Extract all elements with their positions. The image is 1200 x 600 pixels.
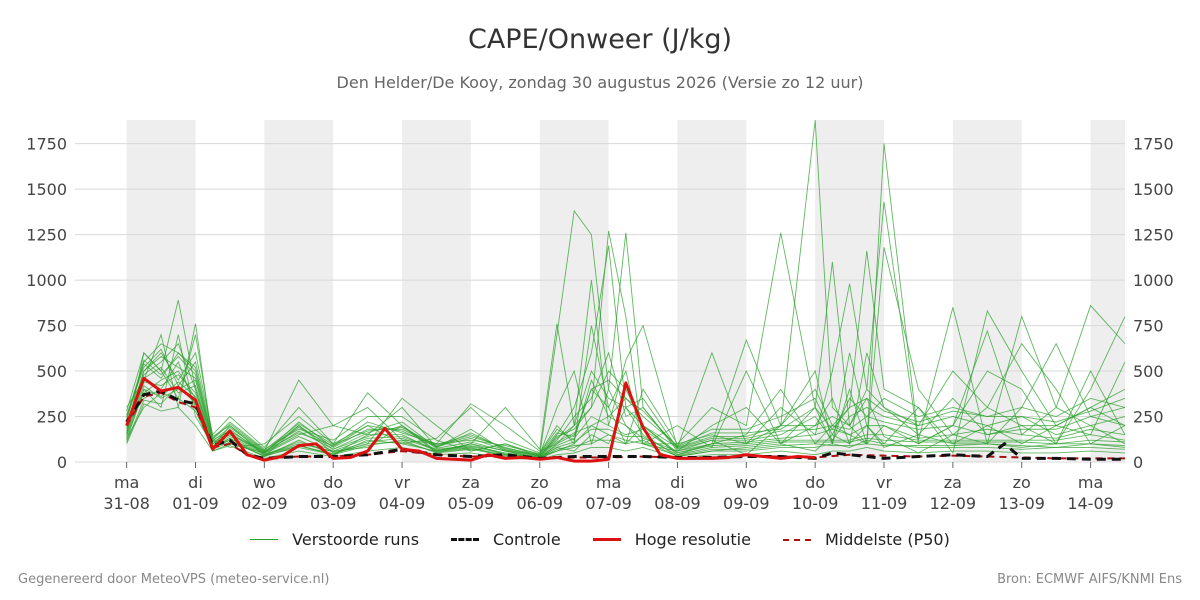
footer-generated-by: Gegenereerd door MeteoVPS (meteo-service… — [18, 572, 330, 587]
y-tick-label-right: 1500 — [1133, 180, 1174, 199]
y-tick-label-right: 250 — [1133, 408, 1164, 427]
legend-swatch-median — [782, 538, 811, 541]
x-tick-day: zo — [1013, 473, 1031, 492]
night-band — [402, 120, 471, 462]
y-tick-label-right: 1250 — [1133, 226, 1174, 245]
x-tick-date: 14-09 — [1067, 494, 1114, 513]
control-line — [125, 389, 1125, 461]
x-axis: ma 31-08 di 01-09 wo 02-09 do 03-09 vr 04-09 za 05-… — [103, 462, 1114, 513]
legend-item-perturbed: Verstoorde runs — [250, 530, 419, 549]
x-tick-day: di — [188, 473, 203, 492]
legend-label-control: Controle — [493, 530, 561, 549]
x-tick-date: 01-09 — [172, 494, 219, 513]
y-tick-label-right: 1750 — [1133, 135, 1174, 154]
y-tick-label-left: 250 — [36, 408, 67, 427]
y-tick-label-left: 1250 — [26, 226, 67, 245]
y-axis-left: 0 250 500 750 1000 1250 1500 1750 — [26, 135, 67, 472]
x-tick-day: wo — [253, 473, 276, 492]
x-tick-date: 31-08 — [103, 494, 150, 513]
x-tick-day: zo — [531, 473, 549, 492]
x-tick-day: vr — [876, 473, 892, 492]
ensemble-member-line — [126, 355, 1126, 457]
legend: Verstoorde runs Controle Hoge resolutie … — [0, 530, 1200, 549]
x-tick-day: wo — [735, 473, 758, 492]
x-tick-day: do — [323, 473, 343, 492]
x-tick-date: 13-09 — [998, 494, 1045, 513]
x-tick-day: za — [944, 473, 962, 492]
y-tick-label-left: 0 — [57, 453, 67, 472]
y-tick-label-right: 0 — [1133, 453, 1143, 472]
legend-swatch-perturbed — [250, 539, 279, 540]
main-series — [125, 376, 1125, 463]
ensemble-member-line — [126, 119, 1126, 456]
gridlines — [75, 143, 1125, 463]
x-tick-day: vr — [394, 473, 410, 492]
x-tick-day: ma — [1078, 473, 1103, 492]
ensemble-member-line — [126, 352, 1126, 456]
legend-item-hires: Hoge resolutie — [592, 530, 751, 549]
y-tick-label-right: 500 — [1133, 362, 1164, 381]
night-band — [539, 120, 609, 462]
x-tick-date: 03-09 — [310, 494, 357, 513]
x-tick-day: do — [805, 473, 825, 492]
legend-item-control: Controle — [451, 530, 561, 549]
y-tick-label-right: 1000 — [1133, 271, 1174, 290]
legend-label-median: Middelste (P50) — [824, 530, 950, 549]
x-tick-day: za — [462, 473, 480, 492]
ensemble-member-line — [126, 232, 1126, 454]
x-tick-day: di — [670, 473, 685, 492]
y-tick-label-left: 750 — [36, 317, 67, 336]
ensemble-member-line — [126, 329, 1126, 457]
y-tick-label-left: 1000 — [26, 271, 67, 290]
x-tick-date: 09-09 — [723, 494, 770, 513]
chart-title: CAPE/Onweer (J/kg) — [467, 24, 732, 55]
y-tick-label-right: 750 — [1133, 317, 1164, 336]
ensemble-member-line — [126, 348, 1126, 455]
x-tick-date: 05-09 — [448, 494, 495, 513]
ensemble-member-line — [126, 342, 1126, 457]
night-band — [677, 120, 747, 462]
y-tick-label-left: 500 — [36, 362, 67, 381]
x-tick-day: ma — [596, 473, 621, 492]
x-tick-date: 11-09 — [861, 494, 908, 513]
ensemble-member-line — [126, 384, 1126, 459]
legend-item-median: Middelste (P50) — [782, 530, 950, 549]
night-band — [1090, 120, 1125, 462]
legend-swatch-control — [451, 538, 480, 541]
x-tick-date: 07-09 — [585, 494, 632, 513]
x-tick-date: 10-09 — [792, 494, 839, 513]
legend-label-hires: Hoge resolutie — [634, 530, 751, 549]
x-tick-date: 12-09 — [930, 494, 977, 513]
y-tick-label-left: 1750 — [26, 135, 67, 154]
x-tick-date: 06-09 — [517, 494, 564, 513]
night-band — [264, 120, 334, 462]
x-tick-date: 08-09 — [654, 494, 701, 513]
x-tick-date: 04-09 — [379, 494, 426, 513]
legend-label-perturbed: Verstoorde runs — [292, 530, 420, 549]
y-tick-label-left: 1500 — [26, 180, 67, 199]
footer-source: Bron: ECMWF AIFS/KNMI Ens — [997, 572, 1182, 587]
night-bands — [126, 120, 1125, 462]
x-tick-date: 02-09 — [241, 494, 288, 513]
chart-subtitle: Den Helder/De Kooy, zondag 30 augustus 2… — [336, 73, 864, 92]
legend-swatch-hires — [592, 538, 621, 541]
hires-line — [125, 376, 816, 463]
y-axis-right: 0 250 500 750 1000 1250 1500 1750 — [1133, 135, 1174, 472]
x-tick-day: ma — [114, 473, 139, 492]
